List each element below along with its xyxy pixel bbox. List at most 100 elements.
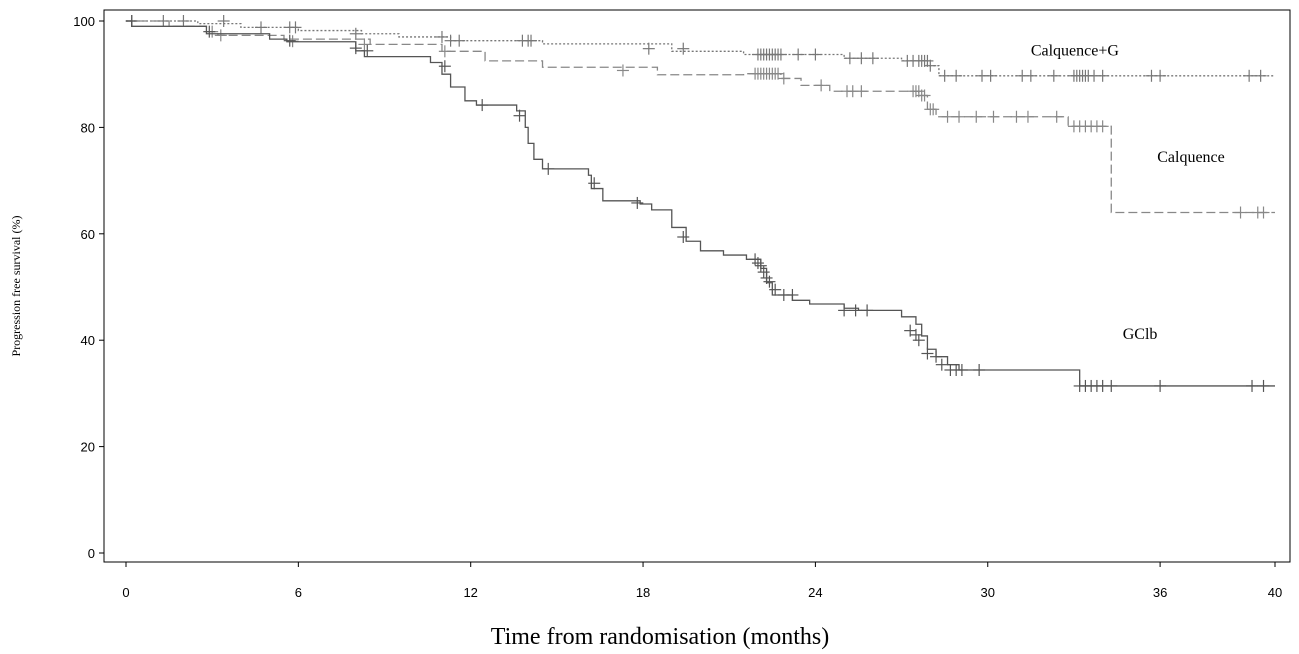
- series-calquence: [126, 20, 1275, 219]
- labels-layer: Calquence+G Calquence GClb: [1031, 43, 1225, 344]
- censor-mark: [786, 288, 799, 301]
- censor-mark: [777, 72, 790, 85]
- censor-mark: [774, 48, 787, 61]
- censor-mark: [918, 89, 931, 102]
- censor-mark: [1010, 110, 1023, 123]
- censor-mark: [542, 162, 555, 175]
- censor-mark: [861, 304, 874, 317]
- series-gclb: [125, 15, 1275, 392]
- censor-mark: [283, 34, 296, 47]
- y-tick-label: 0: [88, 546, 95, 561]
- series-label-calquence: Calquence: [1157, 149, 1225, 166]
- y-tick-label: 60: [81, 227, 95, 242]
- censor-mark: [763, 275, 776, 288]
- x-tick-label: 30: [981, 585, 995, 600]
- censor-mark: [912, 334, 925, 347]
- censor-mark: [970, 110, 983, 123]
- censor-mark: [751, 257, 764, 270]
- x-axis-label: Time from randomisation (months): [491, 624, 829, 650]
- censor-mark: [1154, 69, 1167, 82]
- x-tick-label: 12: [463, 585, 477, 600]
- censor-mark: [214, 29, 227, 42]
- censor-mark: [438, 60, 451, 73]
- censor-mark: [1050, 110, 1063, 123]
- censor-mark: [855, 52, 868, 65]
- series-label-gclb: GClb: [1123, 326, 1158, 343]
- censor-mark: [349, 42, 362, 55]
- censor-mark: [203, 25, 216, 38]
- censor-mark: [855, 85, 868, 98]
- series-layer: [125, 15, 1275, 392]
- censor-mark: [924, 59, 937, 72]
- series-line-gclb: [126, 20, 1275, 387]
- censor-mark: [1096, 69, 1109, 82]
- censor-mark: [435, 30, 448, 43]
- x-tick-label: 40: [1268, 585, 1282, 600]
- y-tick-label: 80: [81, 120, 95, 135]
- y-tick-label: 20: [81, 440, 95, 455]
- censor-mark: [809, 48, 822, 61]
- censor-mark: [438, 45, 451, 58]
- censor-mark: [358, 38, 371, 51]
- censor-mark: [1154, 379, 1167, 392]
- censor-mark: [177, 15, 190, 27]
- censor-mark: [973, 363, 986, 376]
- censor-mark: [927, 103, 940, 116]
- plot-frame: [103, 9, 1291, 563]
- censor-mark: [757, 266, 770, 279]
- censor-mark: [525, 34, 538, 47]
- censor-mark: [513, 109, 526, 122]
- axes: 0 20 40 60 80 100 0 6 12 18 24 30 36 40: [73, 9, 1291, 600]
- censor-mark: [289, 21, 302, 34]
- censor-mark: [1021, 110, 1034, 123]
- y-tick-label: 40: [81, 333, 95, 348]
- x-tick-label: 0: [122, 585, 129, 600]
- censor-mark: [866, 52, 879, 65]
- censor-mark: [677, 42, 690, 55]
- censor-mark: [950, 69, 963, 82]
- censor-mark: [1257, 379, 1270, 392]
- censor-mark: [616, 64, 629, 77]
- censor-mark: [677, 230, 690, 243]
- censor-mark: [955, 363, 968, 376]
- censor-mark: [909, 328, 922, 341]
- censor-mark: [1234, 206, 1247, 219]
- censor-mark: [930, 350, 943, 363]
- censor-mark: [1254, 69, 1267, 82]
- x-tick-label: 6: [295, 585, 302, 600]
- censor-mark: [987, 110, 1000, 123]
- censor-mark: [453, 34, 466, 47]
- censor-mark: [953, 110, 966, 123]
- censor-mark: [1047, 69, 1060, 82]
- censor-mark: [772, 67, 785, 80]
- y-axis-label: Progression free survival (%): [9, 216, 23, 357]
- censor-mark: [349, 27, 362, 40]
- censor-mark: [838, 304, 851, 317]
- censor-mark: [642, 42, 655, 55]
- series-line-calquence: [126, 20, 1275, 214]
- censor-mark: [921, 54, 934, 67]
- censor-mark: [125, 15, 138, 27]
- censor-mark: [792, 48, 805, 61]
- censor-mark: [217, 15, 230, 27]
- series-calquence-g: [125, 15, 1275, 82]
- censor-mark: [1257, 206, 1270, 219]
- censor-mark: [1246, 379, 1259, 392]
- censor-mark: [941, 110, 954, 123]
- censor-mark: [361, 44, 374, 57]
- x-tick-label: 24: [808, 585, 822, 600]
- censor-mark: [588, 177, 601, 190]
- censor-mark: [921, 347, 934, 360]
- censor-mark: [1096, 120, 1109, 133]
- censor-mark: [754, 259, 767, 272]
- censor-mark: [938, 69, 951, 82]
- censor-mark: [843, 52, 856, 65]
- x-tick-label: 18: [636, 585, 650, 600]
- censor-mark: [1105, 379, 1118, 392]
- series-label-calquence-g: Calquence+G: [1031, 43, 1120, 60]
- censor-mark: [476, 99, 489, 112]
- censor-mark: [815, 79, 828, 92]
- censor-mark: [1024, 69, 1037, 82]
- censor-mark: [255, 21, 268, 34]
